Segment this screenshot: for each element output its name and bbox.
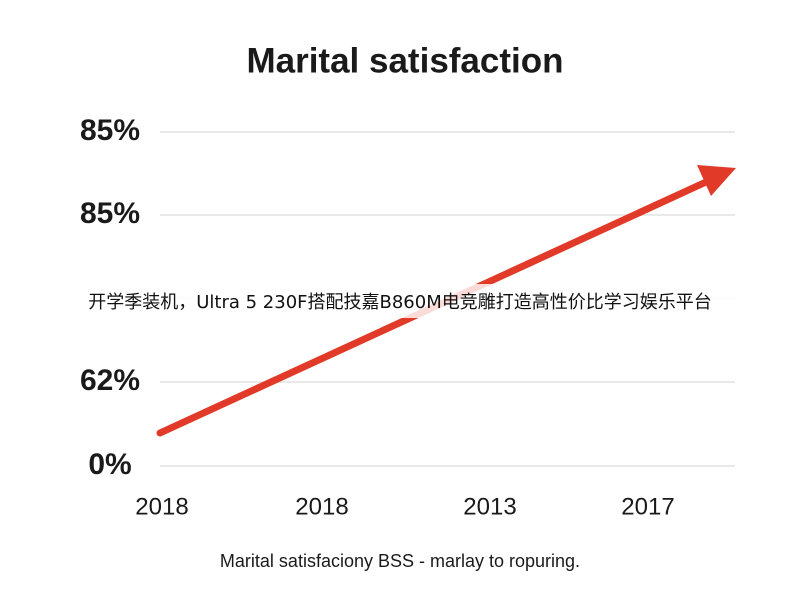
y-axis-label: 85% (80, 197, 140, 230)
arrow-head (697, 165, 736, 196)
x-axis-label: 2013 (463, 493, 516, 520)
caption: Marital satisfaciony BSS - marlay to rop… (220, 551, 580, 571)
y-axis-labels: 85% 85% 62% 0% (80, 114, 140, 481)
y-axis-label: 85% (80, 114, 140, 147)
y-axis-label: 0% (88, 448, 131, 481)
y-axis-label: 62% (80, 364, 140, 397)
x-axis-labels: 2018 2018 2013 2017 (135, 493, 674, 520)
x-axis-label: 2018 (135, 493, 188, 520)
x-axis-label: 2018 (295, 493, 348, 520)
x-axis-label: 2017 (621, 493, 674, 520)
headline-banner: 开学季装机，Ultra 5 230F搭配技嘉B860M电竞雕打造高性价比学习娱乐… (0, 284, 800, 318)
chart-title: Marital satisfaction (246, 41, 563, 80)
